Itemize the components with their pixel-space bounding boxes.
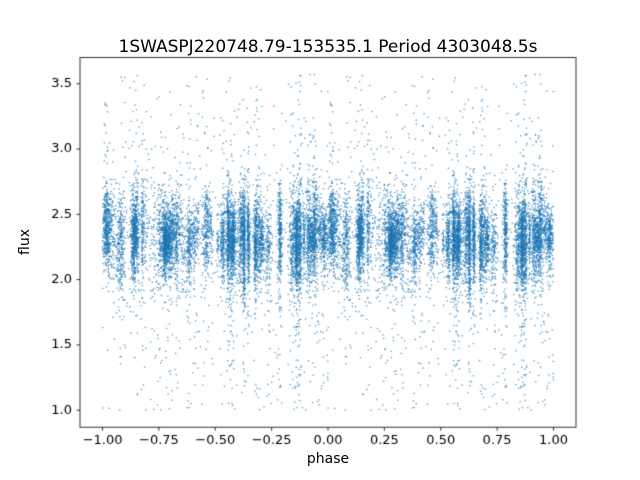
x-axis-label: phase	[306, 451, 350, 467]
chart-title: 1SWASPJ220748.79-153535.1 Period 4303048…	[118, 37, 538, 57]
y-axis-label: flux	[17, 229, 33, 255]
